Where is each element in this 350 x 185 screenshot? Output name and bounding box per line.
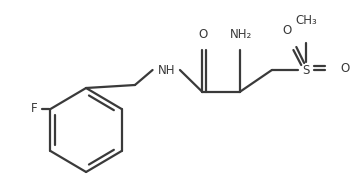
Text: NH: NH [158,63,175,77]
Text: O: O [282,24,291,37]
Text: F: F [31,102,38,115]
Text: CH₃: CH₃ [295,14,317,27]
Text: O: O [199,28,208,41]
Text: NH₂: NH₂ [230,28,252,41]
Text: O: O [340,61,350,75]
Text: S: S [302,63,310,77]
